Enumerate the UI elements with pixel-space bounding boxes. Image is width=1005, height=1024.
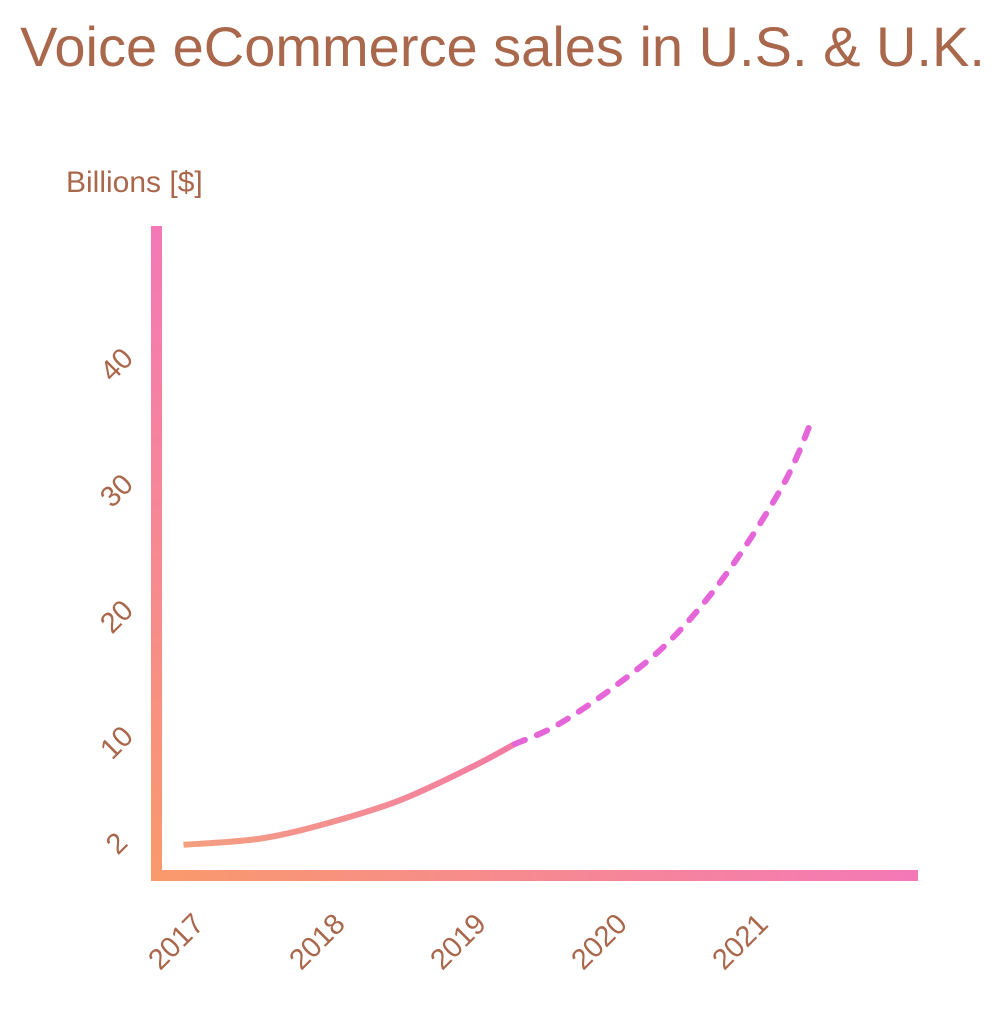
series-line-projected xyxy=(511,419,814,747)
y-tick-label: 2 xyxy=(100,827,134,861)
x-tick-label: 2020 xyxy=(565,908,633,976)
y-tick-label: 30 xyxy=(94,468,139,513)
y-tick-label: 10 xyxy=(94,720,139,765)
x-tick-label: 2019 xyxy=(424,908,492,976)
x-tick-label: 2018 xyxy=(283,908,351,976)
series-line-actual xyxy=(183,741,517,848)
y-tick-label: 40 xyxy=(94,342,139,387)
x-tick-label: 2021 xyxy=(706,908,774,976)
x-tick-labels: 2017 2018 2019 2020 2021 xyxy=(142,908,774,976)
y-axis-unit-label: Billions [$] xyxy=(66,166,203,199)
x-axis-line xyxy=(151,870,918,881)
x-tick-label: 2017 xyxy=(142,908,210,976)
chart-title: Voice eCommerce sales in U.S. & U.K. xyxy=(20,15,985,78)
series-layer xyxy=(183,419,814,848)
y-tick-label: 20 xyxy=(94,594,139,639)
y-tick-labels: 2 10 20 30 40 xyxy=(94,342,139,861)
y-axis-line xyxy=(151,226,162,881)
